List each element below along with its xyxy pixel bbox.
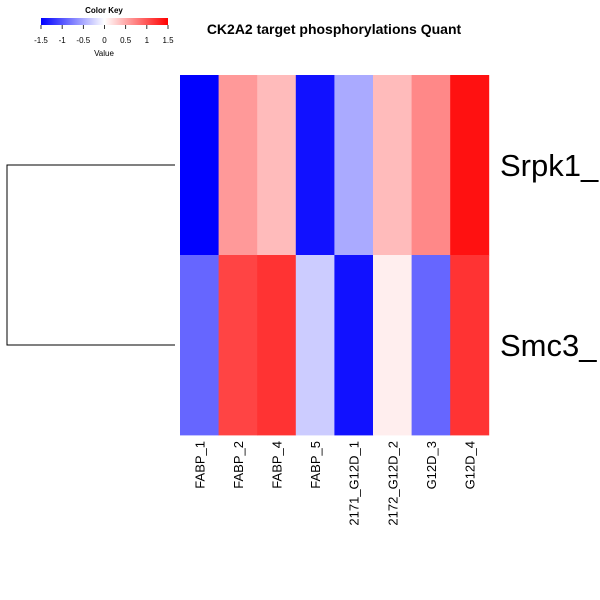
column-label: 2172_G12D_2	[385, 441, 400, 526]
color-key-tick-label: -0.5	[76, 36, 90, 45]
heatmap-cell	[373, 75, 412, 256]
heatmap-cell	[218, 75, 258, 256]
heatmap-cell	[295, 255, 335, 436]
column-label: G12D_3	[424, 441, 439, 489]
column-label: G12D_4	[463, 441, 478, 489]
color-key-title: Color Key	[85, 6, 123, 15]
dendrogram-branch	[6, 164, 175, 346]
color-key-tick-label: -1	[59, 36, 67, 45]
heatmap-cell	[411, 75, 451, 256]
chart-title: CK2A2 target phosphorylations Quant	[207, 21, 462, 37]
row-labels: Srpk1_ Smc3_	[500, 148, 599, 363]
heatmap-cell	[334, 75, 374, 256]
column-label: FABP_1	[192, 441, 207, 489]
row-dendrogram	[6, 164, 175, 346]
heatmap-cell	[257, 255, 297, 436]
heatmap-cell	[450, 255, 490, 436]
heatmap-cell	[180, 255, 219, 436]
color-key: Color Key -1.5 -1 -0.5 0 0.5 1 1.5 Value	[34, 6, 174, 58]
column-labels: FABP_1 FABP_2 FABP_4 FABP_5 2171_G12D_1 2172_…	[192, 441, 477, 526]
heatmap-cell	[373, 255, 412, 436]
color-key-tick-label: -1.5	[34, 36, 48, 45]
row-label: Srpk1_	[500, 148, 599, 183]
row-label: Smc3_	[500, 328, 597, 363]
heatmap-cell	[295, 75, 335, 256]
color-key-tick-label: 1.5	[162, 36, 174, 45]
heatmap-cells	[180, 75, 490, 436]
heatmap-cell	[450, 75, 490, 256]
color-key-ticks: -1.5 -1 -0.5 0 0.5 1 1.5	[34, 25, 174, 45]
column-label: FABP_5	[308, 441, 323, 489]
heatmap-cell	[334, 255, 374, 436]
column-label: 2171_G12D_1	[347, 441, 362, 526]
column-label: FABP_2	[231, 441, 246, 489]
heatmap-cell	[411, 255, 451, 436]
color-key-tick-label: 0.5	[120, 36, 132, 45]
color-key-bar	[41, 18, 168, 25]
color-key-xlabel: Value	[94, 49, 114, 58]
column-label: FABP_4	[270, 441, 285, 489]
heatmap-cell	[257, 75, 297, 256]
color-key-tick-label: 0	[102, 36, 107, 45]
heatmap-cell	[180, 75, 219, 256]
heatmap-cell	[218, 255, 258, 436]
color-key-tick-label: 1	[145, 36, 150, 45]
